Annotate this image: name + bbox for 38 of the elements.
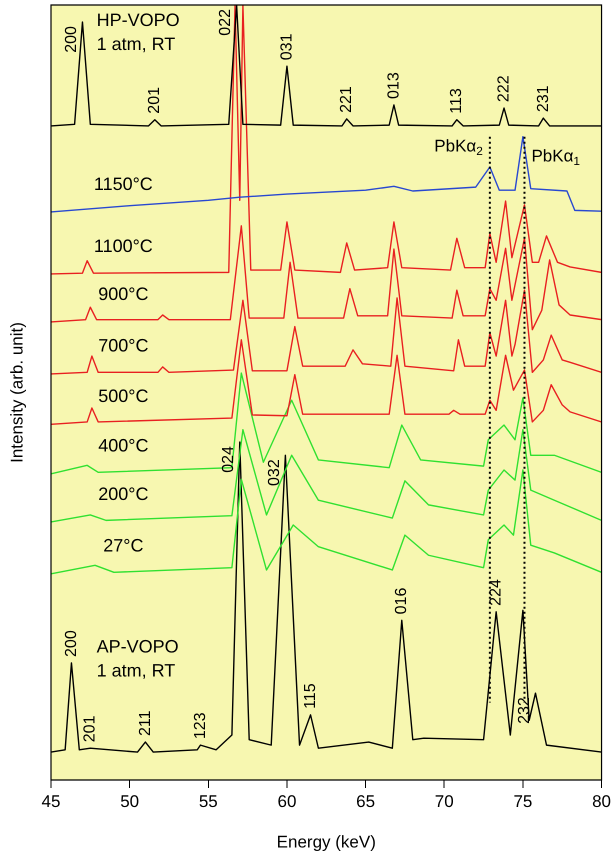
annotation: 123 [192, 712, 209, 740]
annotation: 113 [448, 88, 466, 114]
x-tick-label: 80 [592, 792, 612, 811]
series-label: 400°C [98, 436, 148, 456]
x-tick-label: 65 [356, 792, 376, 811]
series-label: 1100°C [94, 236, 153, 256]
series-label: 900°C [98, 284, 148, 304]
y-axis-title: Intensity (arb. unit) [8, 322, 27, 463]
series-label: AP-VOPO 1 atm, RT [96, 636, 179, 680]
annotation: 032 [266, 459, 283, 486]
x-axis-title: Energy (keV) [276, 832, 376, 852]
x-tick-label: 55 [198, 792, 218, 811]
series-label: 200°C [98, 484, 148, 504]
x-tick-label: 45 [42, 792, 60, 811]
series-label: 27°C [103, 536, 144, 556]
annotation: 201 [82, 715, 99, 742]
x-tick-label: 75 [513, 792, 532, 811]
annotation: 211 [136, 710, 154, 736]
x-tick-label: 60 [277, 792, 296, 811]
series-label: 700°C [98, 336, 148, 356]
series-label: HP-VOPO 1 atm, RT [96, 10, 180, 54]
annotation: 222 [495, 75, 512, 102]
series-label: 500°C [98, 386, 148, 406]
annotation: 200 [62, 26, 80, 53]
annotation: 024 [220, 446, 238, 473]
annotation: 115 [302, 683, 319, 709]
x-tick-label: 50 [120, 792, 140, 811]
annotation: 200 [62, 630, 80, 657]
x-tick-label: 70 [434, 792, 454, 811]
annotation: 231 [534, 85, 552, 112]
annotation: 224 [488, 579, 505, 606]
annotation: 031 [278, 33, 296, 60]
series-label: 1150°C [94, 174, 153, 194]
annotation: 016 [393, 588, 410, 614]
annotation: 201 [146, 86, 164, 114]
annotation: 221 [338, 86, 356, 113]
annotation: 013 [385, 72, 402, 99]
annotation: 022 [217, 8, 234, 36]
